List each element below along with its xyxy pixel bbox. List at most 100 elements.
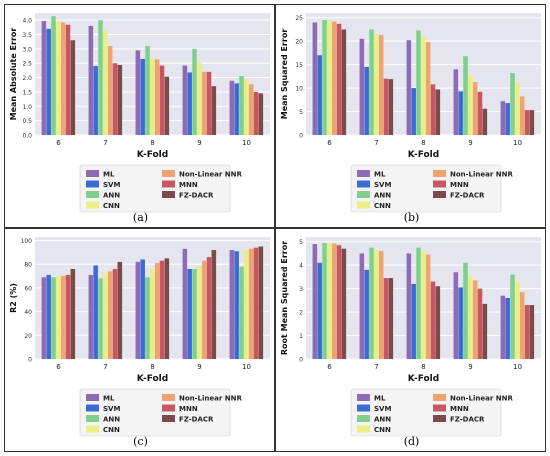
bar-cnn-7 (374, 249, 379, 359)
y-tick-label: 4.0 (22, 18, 32, 25)
bar-ann-10 (239, 76, 244, 135)
bar-cnn-6 (327, 20, 332, 136)
y-tick-label: 5 (299, 239, 303, 246)
y-tick-label: 60 (24, 285, 32, 292)
legend-swatch (433, 415, 446, 422)
bar-svm-6 (317, 262, 322, 359)
bar-ann-7 (98, 278, 103, 359)
x-tick-label: 10 (242, 139, 251, 147)
bar-non-linear-nnr-7 (378, 35, 384, 135)
bar-svm-7 (93, 265, 98, 359)
bar-non-linear-nnr-6 (60, 22, 66, 136)
y-tick-label: 1.5 (22, 89, 32, 96)
panel-caption: (b) (403, 211, 420, 224)
legend-swatch (433, 170, 446, 177)
bar-non-linear-nnr-8 (425, 42, 431, 135)
bar-mnn-6 (336, 245, 342, 359)
bar-ml-8 (406, 253, 412, 359)
x-tick-label: 9 (468, 363, 472, 371)
bar-fz-dacr-7 (117, 261, 123, 359)
legend-swatch (162, 180, 175, 188)
legend-swatch (357, 404, 370, 412)
x-tick-label: 8 (421, 363, 425, 371)
bar-svm-10 (505, 298, 510, 359)
bar-ann-8 (416, 30, 421, 135)
legend-label: SVM (374, 405, 391, 413)
x-tick-label: 7 (103, 363, 107, 371)
bar-ml-7 (359, 253, 365, 359)
bar-fz-dacr-6 (341, 248, 347, 359)
legend-label: SVM (374, 181, 391, 189)
legend-label: FZ-DACR (179, 416, 214, 424)
bar-svm-10 (234, 251, 239, 359)
bar-ml-10 (500, 295, 506, 359)
chart-panel-0: 0.0 0.5 1.0 1.5 2.0 2.5 3.0 3.5 4.0 6 7 8 9 10 K-Fold M… (4, 4, 275, 228)
bar-ml-9 (182, 248, 188, 359)
panel-caption: (a) (132, 211, 149, 224)
y-tick-label: 3.0 (22, 46, 32, 53)
bar-non-linear-nnr-7 (107, 46, 113, 135)
x-axis-label: K-Fold (137, 150, 168, 160)
legend-label: CNN (374, 426, 391, 434)
legend-swatch (86, 170, 99, 177)
bar-non-linear-nnr-10 (519, 96, 525, 135)
bar-fz-dacr-7 (388, 278, 394, 359)
legend-swatch (357, 415, 370, 422)
x-axis-label: K-Fold (408, 374, 439, 384)
bar-mnn-9 (477, 91, 483, 135)
legend-swatch (162, 191, 175, 198)
bar-mnn-7 (383, 78, 389, 135)
bar-svm-9 (458, 91, 463, 135)
bar-fz-dacr-10 (258, 93, 264, 135)
legend-swatch (86, 394, 99, 401)
legend-label: FZ-DACR (450, 416, 485, 424)
legend-swatch (86, 425, 99, 433)
bar-mnn-7 (383, 278, 389, 359)
legend-label: MNN (450, 181, 469, 189)
legend-label: CNN (103, 426, 120, 434)
bar-mnn-9 (206, 71, 212, 135)
bar-ann-9 (463, 262, 468, 359)
bar-mnn-10 (253, 91, 259, 135)
chart-panel-3: 0 1 2 3 4 5 6 7 8 9 10 K-Fold Root Mean Squared Erro… (275, 228, 546, 452)
y-axis-label: Mean Absolute Error (9, 28, 18, 121)
bar-svm-7 (93, 66, 98, 135)
y-tick-label: 0 (299, 133, 303, 140)
bar-cnn-8 (150, 268, 155, 359)
bar-mnn-9 (477, 288, 483, 359)
bar-cnn-7 (103, 273, 108, 359)
bar-fz-dacr-6 (341, 29, 347, 135)
bar-ann-10 (239, 266, 244, 359)
bar-non-linear-nnr-6 (331, 21, 337, 136)
bar-ml-10 (229, 80, 235, 135)
legend-swatch (357, 170, 370, 177)
x-tick-label: 8 (421, 139, 425, 147)
bar-fz-dacr-8 (164, 76, 170, 135)
y-tick-label: 10 (295, 86, 303, 93)
y-tick-label: 2 (299, 310, 303, 317)
bar-cnn-6 (56, 276, 61, 359)
legend-label: FZ-DACR (450, 192, 485, 200)
x-tick-label: 9 (197, 363, 201, 371)
legend-label: FZ-DACR (179, 192, 214, 200)
bar-ml-6 (41, 277, 47, 359)
legend-label: ML (103, 171, 115, 179)
bar-ann-7 (369, 247, 374, 359)
bar-mnn-8 (159, 65, 165, 135)
bar-non-linear-nnr-10 (519, 292, 525, 359)
x-tick-label: 10 (513, 139, 522, 147)
bar-mnn-6 (65, 24, 71, 136)
bar-ann-8 (416, 247, 421, 359)
bar-mnn-10 (524, 305, 530, 359)
bar-cnn-9 (468, 275, 473, 359)
bar-ml-8 (135, 261, 141, 359)
bar-cnn-8 (421, 36, 426, 135)
x-axis-label: K-Fold (137, 374, 168, 384)
legend (350, 388, 502, 437)
x-tick-label: 6 (327, 363, 332, 371)
bar-fz-dacr-6 (70, 40, 76, 136)
bar-non-linear-nnr-10 (248, 248, 254, 359)
legend-label: SVM (103, 405, 120, 413)
chart-svg: 0 5 10 15 20 25 6 7 8 9 10 K-Fold Mean Squared Error… (280, 13, 541, 213)
legend-swatch (86, 191, 99, 198)
